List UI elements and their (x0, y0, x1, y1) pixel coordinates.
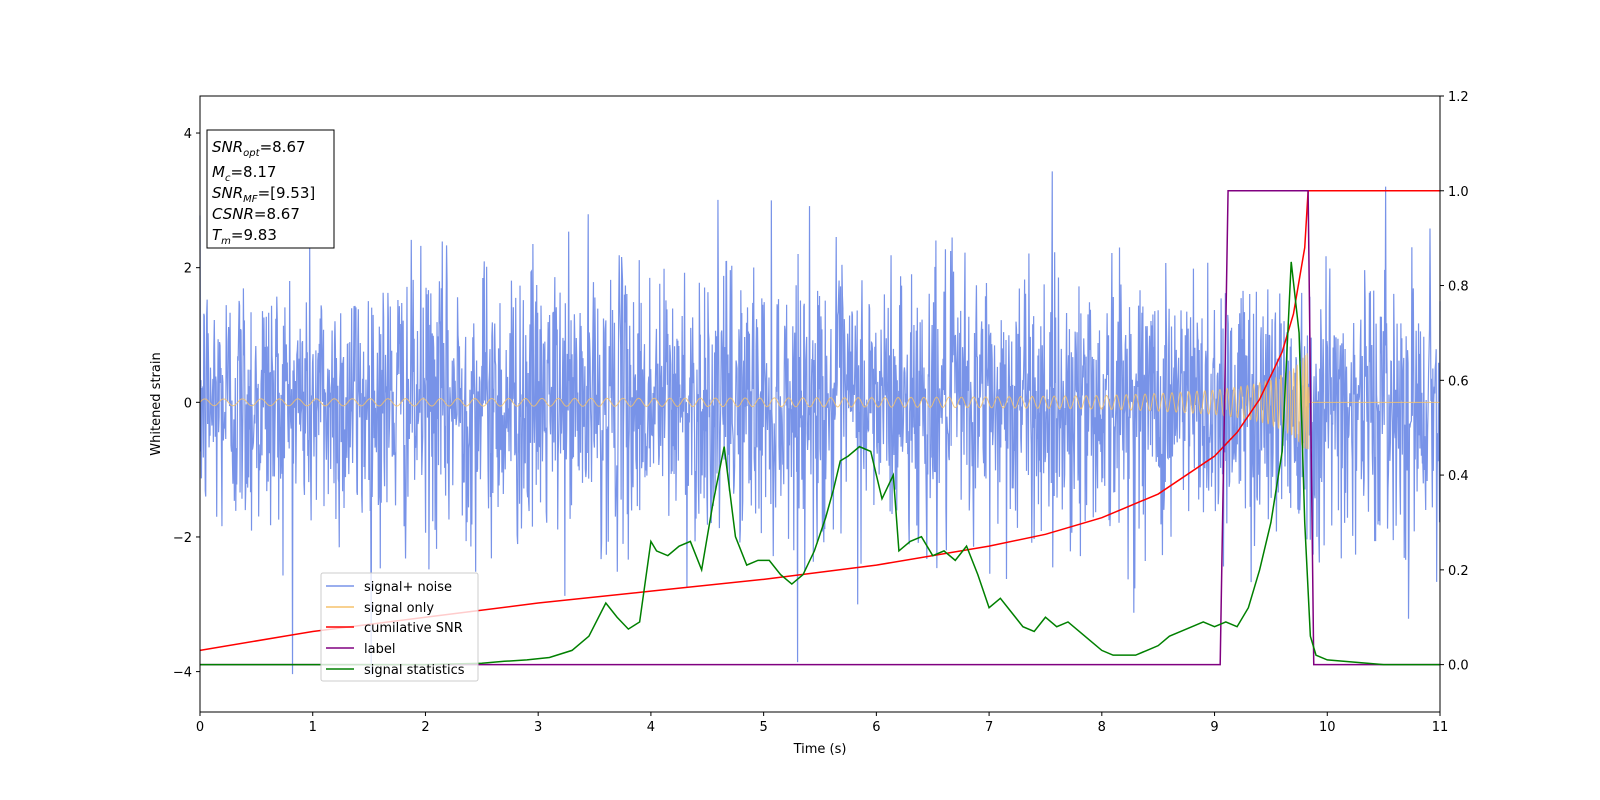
right-y-axis-ticks: 1.2 1.0 0.8 0.6 0.4 0.2 0.0 (1440, 90, 1469, 674)
annotation-snr-mf: =[9.53] (258, 184, 316, 202)
svg-text:CSNR=8.67: CSNR=8.67 (212, 205, 300, 223)
label-line (200, 190, 1440, 666)
x-axis-ticks: 0 1 2 3 4 5 6 7 8 9 10 11 (196, 712, 1448, 735)
svg-text:signal+ noise: signal+ noise (364, 580, 452, 595)
svg-text:signal only: signal only (364, 601, 434, 616)
signal-only-series (199, 353, 1440, 450)
x-tick-label: 4 (647, 720, 655, 735)
right-y-tick-label: 1.0 (1448, 185, 1469, 200)
x-tick-label: 3 (534, 720, 542, 735)
annotation-csnr: =8.67 (254, 205, 300, 223)
y-axis-label: Whitened strain (149, 352, 164, 455)
x-tick-label: 1 (309, 720, 317, 735)
annotation-snr-opt: =8.67 (260, 138, 306, 156)
x-tick-label: 2 (421, 720, 429, 735)
legend-item-signal-statistics: signal statistics (326, 663, 465, 678)
svg-text:signal statistics: signal statistics (364, 663, 465, 678)
right-y-tick-label: 0.6 (1448, 374, 1469, 389)
legend-item-signal-plus-noise: signal+ noise (326, 580, 452, 595)
legend: signal+ noise signal only cumilative SNR… (320, 572, 479, 682)
right-y-tick-label: 0.2 (1448, 564, 1469, 579)
cumilative-snr-line (199, 190, 1440, 652)
svg-text:label: label (364, 642, 395, 657)
svg-text:Tm=9.83: Tm=9.83 (212, 226, 277, 247)
left-y-axis-ticks: 4 2 0 −2 −4 (173, 127, 200, 681)
svg-text:cumilative SNR: cumilative SNR (364, 621, 463, 636)
signal-plus-noise-trace (199, 171, 1441, 675)
x-tick-label: 5 (759, 720, 767, 735)
left-y-tick-label: −4 (173, 666, 192, 681)
legend-item-cumilative-snr: cumilative SNR (326, 621, 463, 636)
left-y-tick-label: 2 (184, 262, 192, 277)
right-y-tick-label: 0.0 (1448, 659, 1469, 674)
svg-text:SNRopt=8.67: SNRopt=8.67 (212, 138, 306, 159)
svg-text:Mc=8.17: Mc=8.17 (212, 163, 276, 184)
x-tick-label: 6 (872, 720, 880, 735)
signal-only-trace (199, 353, 1440, 450)
left-y-tick-label: 4 (184, 127, 192, 142)
left-y-tick-label: −2 (173, 531, 192, 546)
annotation-tm: =9.83 (231, 226, 277, 244)
annotation-mc: =8.17 (230, 163, 276, 181)
right-y-tick-label: 0.8 (1448, 280, 1469, 295)
x-tick-label: 0 (196, 720, 204, 735)
annotation-box: SNRopt=8.67 Mc=8.17 SNRMF=[9.53] CSNR=8.… (206, 129, 335, 249)
right-y-tick-label: 0.4 (1448, 469, 1469, 484)
x-tick-label: 11 (1432, 720, 1449, 735)
x-tick-label: 10 (1319, 720, 1336, 735)
x-tick-label: 8 (1098, 720, 1106, 735)
x-tick-label: 7 (985, 720, 993, 735)
legend-item-label: label (326, 642, 395, 657)
signal-plus-noise-series (199, 171, 1441, 675)
svg-text:SNRMF=[9.53]: SNRMF=[9.53] (212, 184, 315, 205)
plot-frame (199, 95, 1441, 713)
left-y-tick-label: 0 (184, 396, 192, 411)
signal-statistics-line (200, 261, 1440, 666)
legend-item-signal-only: signal only (326, 601, 434, 616)
right-y-tick-label: 1.2 (1448, 90, 1469, 105)
x-axis-label: Time (s) (793, 742, 847, 757)
x-tick-label: 9 (1210, 720, 1218, 735)
